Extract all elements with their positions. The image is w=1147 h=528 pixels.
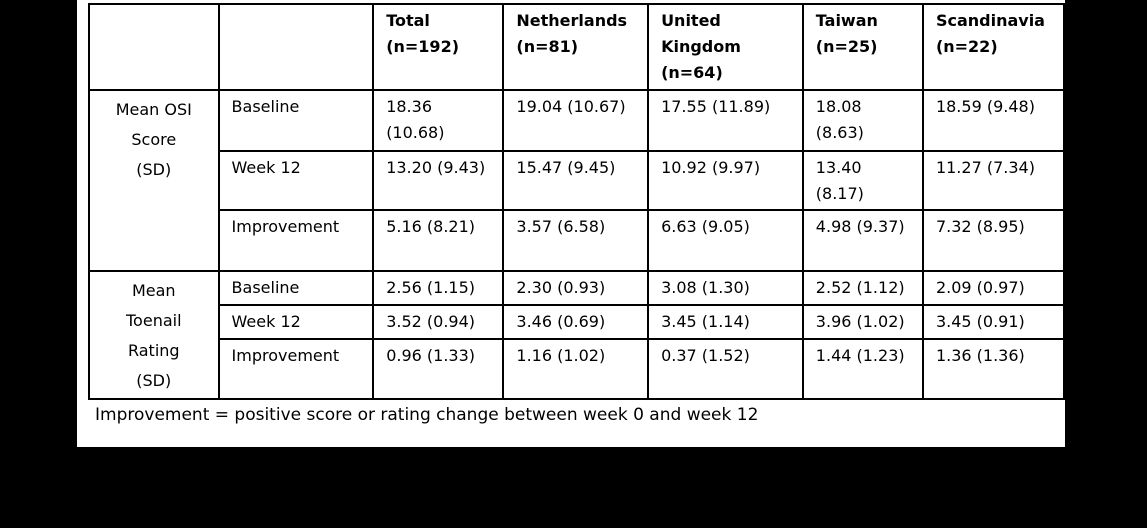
header-cell-taiwan: Taiwan (n=25)	[801, 3, 924, 91]
value-cell: 6.63 (9.05)	[647, 209, 804, 272]
table-footnote: Improvement = positive score or rating c…	[95, 405, 759, 425]
table-row: Week 12 13.20 (9.43) 15.47 (9.45) 10.92 …	[89, 150, 1066, 211]
row-label: Baseline	[217, 269, 375, 307]
document-page: Total (n=192) Netherlands (n=81) United …	[77, 0, 1066, 447]
value-cell: 17.55 (11.89)	[647, 89, 804, 152]
value-cell: 11.27 (7.34)	[921, 150, 1066, 211]
header-cell-empty-2	[217, 3, 375, 91]
value-cell: 13.40 (8.17)	[801, 150, 924, 211]
header-cell-total: Total (n=192)	[372, 3, 505, 91]
table-row: Mean OSI Score (SD) Baseline 18.36 (10.6…	[88, 89, 1066, 272]
value-cell: 13.20 (9.43)	[372, 150, 505, 211]
table-row: Improvement 0.96 (1.33) 1.16 (1.02) 0.37…	[89, 338, 1066, 400]
header-cell-united-kingdom: United Kingdom (n=64)	[647, 3, 804, 91]
value-cell: 10.92 (9.97)	[647, 150, 804, 211]
value-cell: 2.30 (0.93)	[502, 269, 650, 307]
value-cell: 19.04 (10.67)	[502, 89, 650, 152]
value-cell: 0.96 (1.33)	[372, 338, 505, 400]
value-cell: 1.16 (1.02)	[502, 338, 650, 400]
header-cell-scandinavia: Scandinavia (n=22)	[921, 3, 1066, 91]
value-cell: 3.08 (1.30)	[647, 269, 804, 307]
row-label: Week 12	[217, 150, 375, 211]
value-cell: 3.45 (0.91)	[921, 304, 1066, 341]
value-cell: 3.57 (6.58)	[502, 209, 650, 272]
value-cell: 7.32 (8.95)	[921, 209, 1066, 272]
row-label: Week 12	[217, 304, 375, 341]
value-cell: 18.59 (9.48)	[921, 89, 1066, 152]
value-cell: 2.56 (1.15)	[372, 269, 505, 307]
value-cell: 15.47 (9.45)	[502, 150, 650, 211]
row-group-label-toenail: Mean Toenail Rating (SD)	[88, 270, 220, 400]
results-table: Total (n=192) Netherlands (n=81) United …	[88, 3, 1066, 400]
value-cell: 2.52 (1.12)	[801, 269, 924, 307]
value-cell: 1.44 (1.23)	[801, 338, 924, 400]
value-cell: 5.16 (8.21)	[372, 209, 505, 272]
table-header-row: Total (n=192) Netherlands (n=81) United …	[88, 3, 1066, 91]
value-cell: 2.09 (0.97)	[921, 269, 1066, 307]
value-cell: 18.08 (8.63)	[801, 89, 924, 152]
value-cell: 3.45 (1.14)	[647, 304, 804, 341]
value-cell: 3.96 (1.02)	[801, 304, 924, 341]
row-label: Baseline	[217, 89, 375, 152]
row-group-label-osi: Mean OSI Score (SD)	[88, 89, 220, 272]
value-cell: 0.37 (1.52)	[647, 338, 804, 400]
value-cell: 3.52 (0.94)	[372, 304, 505, 341]
value-cell: 3.46 (0.69)	[502, 304, 650, 341]
value-cell: 1.36 (1.36)	[921, 338, 1066, 400]
row-label: Improvement	[217, 209, 375, 272]
table-row: Week 12 3.52 (0.94) 3.46 (0.69) 3.45 (1.…	[89, 304, 1066, 341]
header-cell-netherlands: Netherlands (n=81)	[502, 3, 650, 91]
table-row: Mean Toenail Rating (SD) Baseline 2.56 (…	[88, 269, 1066, 400]
header-cell-empty-1	[88, 3, 220, 91]
value-cell: 4.98 (9.37)	[801, 209, 924, 272]
row-label: Improvement	[217, 338, 375, 400]
table-row: Improvement 5.16 (8.21) 3.57 (6.58) 6.63…	[89, 209, 1066, 272]
value-cell: 18.36 (10.68)	[372, 89, 505, 152]
